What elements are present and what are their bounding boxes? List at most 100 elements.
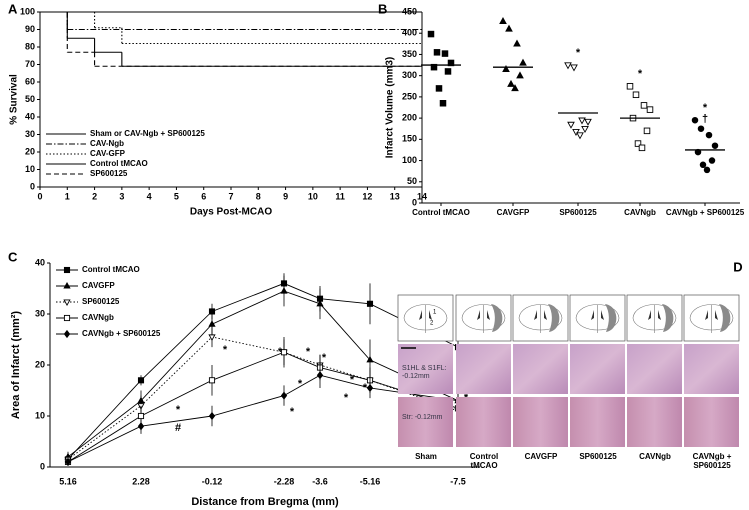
marker: [576, 132, 584, 140]
y-tick-label: 40: [35, 257, 45, 267]
marker: [511, 84, 519, 92]
y-tick-label: 70: [25, 59, 35, 69]
y-tick-label: 30: [25, 129, 35, 139]
y-tick-label: 40: [25, 111, 35, 121]
panel-label: A: [8, 1, 18, 16]
tissue-image: [398, 344, 453, 394]
y-tick-label: 200: [402, 112, 417, 122]
annotation: *: [176, 404, 181, 416]
lesion-area: [491, 304, 503, 332]
marker: [697, 125, 705, 132]
tissue-image: [684, 397, 739, 447]
legend-label: CAV-Ngb: [90, 139, 124, 148]
y-tick-label: 90: [25, 24, 35, 34]
legend-label: CAVNgb: [82, 313, 114, 322]
annotation: *: [322, 352, 327, 364]
marker: [63, 329, 71, 339]
marker: [578, 117, 586, 125]
significance: †: [702, 113, 708, 125]
marker: [366, 355, 374, 363]
tissue-image: [513, 397, 568, 447]
atlas-ventricles: [477, 310, 490, 320]
atlas-ventricles: [591, 310, 604, 320]
marker: [516, 71, 524, 79]
x-tick-label: 2.28: [132, 476, 150, 486]
atlas-outline: [403, 304, 448, 333]
marker: [646, 106, 654, 113]
annotation: #: [175, 422, 181, 434]
legend-label: SP600125: [90, 169, 128, 178]
atlas-ventricles: [419, 310, 432, 320]
x-tick-label: -5.16: [360, 476, 381, 486]
x-tick-label: 5: [174, 191, 179, 201]
y-tick-label: 20: [25, 146, 35, 156]
legend-label: Control tMCAO: [90, 159, 148, 168]
lesion-area: [662, 304, 674, 332]
x-tick-label: 5.16: [59, 476, 77, 486]
marker: [703, 166, 711, 174]
x-tick-label: 10: [308, 191, 318, 201]
row-label: Str: -0.12mm: [402, 414, 443, 421]
panel-label: D: [733, 259, 742, 274]
annotation: *: [363, 382, 368, 394]
marker: [433, 49, 441, 56]
tissue-image: [398, 397, 453, 447]
y-tick-label: 350: [402, 49, 417, 59]
atlas-label: 2: [430, 321, 434, 327]
marker: [280, 391, 288, 400]
legend-label: Control tMCAO: [82, 265, 140, 274]
marker: [632, 91, 640, 99]
marker: [366, 300, 374, 307]
marker: [63, 266, 71, 274]
marker: [208, 411, 216, 421]
marker: [502, 65, 510, 72]
legend-label: CAV-GFP: [90, 149, 126, 158]
x-tick-label: Control tMCAO: [412, 208, 470, 217]
y-tick-label: 400: [402, 28, 417, 38]
x-tick-label: CAVNgb: [624, 208, 656, 217]
marker: [441, 50, 449, 57]
x-tick-label: 2: [92, 191, 97, 201]
marker: [564, 62, 572, 70]
annotation: *: [223, 344, 228, 356]
marker: [699, 161, 707, 169]
y-tick-label: 30: [35, 308, 45, 318]
marker: [280, 349, 288, 356]
annotation: *: [306, 346, 311, 358]
legend-label: CAVGFP: [82, 281, 115, 290]
tissue-image: [684, 344, 739, 394]
annotation: *: [278, 346, 283, 358]
lesion-area: [719, 304, 731, 332]
column-label: CAVNgb: [639, 452, 671, 461]
marker: [208, 377, 216, 384]
marker: [64, 457, 72, 467]
y-tick-label: 150: [402, 134, 417, 144]
x-tick-label: -3.6: [312, 476, 328, 486]
y-tick-label: 250: [402, 91, 417, 101]
row-label: S1HL & S1FL: -0.12mm: [402, 365, 447, 380]
marker: [208, 308, 216, 315]
y-axis-label: % Survival: [9, 74, 20, 125]
x-tick-label: 6: [201, 191, 206, 201]
marker: [570, 64, 578, 72]
x-axis-label: Distance from Bregma (mm): [191, 496, 339, 508]
marker: [499, 17, 507, 25]
y-tick-label: 10: [35, 410, 45, 420]
y-tick-label: 0: [40, 461, 45, 471]
marker: [572, 129, 580, 136]
marker: [626, 83, 634, 90]
x-tick-label: SP600125: [559, 208, 597, 217]
column-label: CAVNgb + SP600125: [692, 452, 732, 470]
marker: [708, 157, 716, 164]
annotation: *: [350, 374, 355, 386]
marker: [634, 140, 642, 147]
x-tick-label: 7: [228, 191, 233, 201]
x-tick-label: -2.28: [274, 476, 295, 486]
marker: [435, 85, 443, 92]
marker: [507, 79, 515, 87]
marker: [711, 142, 719, 149]
column-label: CAVGFP: [524, 452, 558, 461]
marker: [137, 377, 145, 384]
atlas-ventricles: [648, 310, 661, 320]
